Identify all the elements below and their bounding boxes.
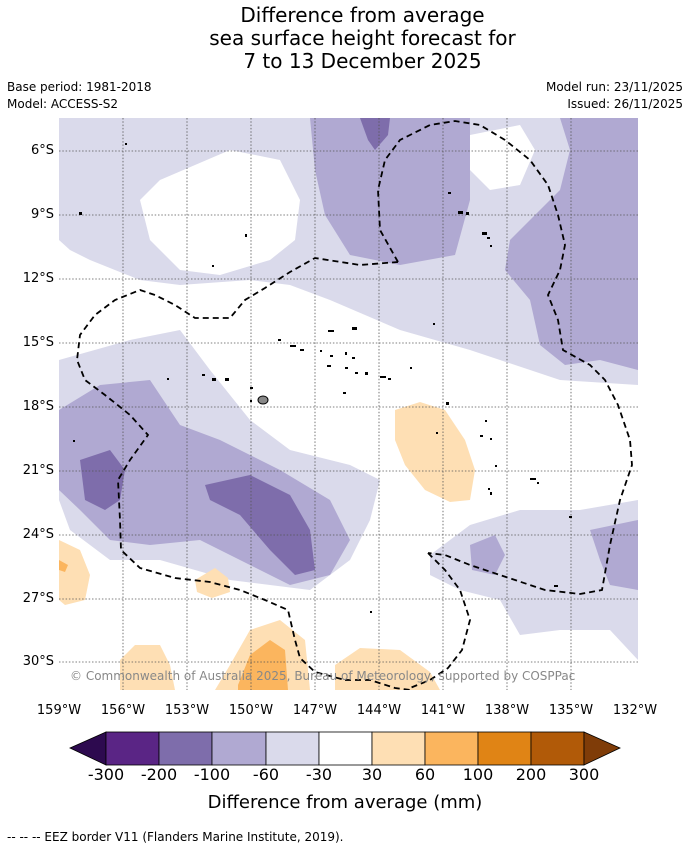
anomaly-medium-purple-east <box>505 118 638 370</box>
anomaly-orange-2 <box>59 560 68 572</box>
colorbar-tick: 300 <box>568 765 600 784</box>
colorbar <box>69 731 621 766</box>
anomaly-light-orange-1 <box>395 402 475 502</box>
y-tick: 15°S <box>22 335 54 350</box>
island-tahiti <box>257 395 269 405</box>
colorbar-bin <box>318 731 373 766</box>
x-tick: 132°W <box>612 703 658 718</box>
map-title: Difference from average sea surface heig… <box>0 4 690 73</box>
colorbar-tick: -200 <box>140 765 178 784</box>
x-tick: 147°W <box>292 703 338 718</box>
colorbar-tick: 200 <box>515 765 547 784</box>
eez-legend: -- -- -- EEZ border V11 (Flanders Marine… <box>7 830 344 844</box>
anomaly-light-orange-4 <box>120 645 175 690</box>
anomaly-medium-purple-southeast <box>470 535 505 575</box>
colorbar-bin <box>158 731 213 766</box>
colorbar-tick: -100 <box>193 765 231 784</box>
copyright-text: © Commonwealth of Australia 2025, Bureau… <box>70 669 576 683</box>
meta-right: Model run: 23/11/2025 Issued: 26/11/2025 <box>546 79 683 113</box>
anomaly-orange-1 <box>238 640 288 690</box>
y-tick: 6°S <box>30 143 54 158</box>
anomaly-medium-purple-east-2 <box>590 520 638 590</box>
eez-border <box>76 120 633 690</box>
y-tick: 21°S <box>22 463 54 478</box>
anomaly-white-north-2 <box>470 125 535 190</box>
colorbar-bin <box>211 731 267 766</box>
colorbar-tick: 100 <box>462 765 494 784</box>
map-fields <box>59 118 638 690</box>
x-tick: 156°W <box>100 703 146 718</box>
anomaly-light-orange-3 <box>195 568 230 598</box>
colorbar-bin <box>265 731 320 766</box>
y-tick: 27°S <box>22 591 54 606</box>
colorbar-bin <box>424 731 479 766</box>
x-tick: 138°W <box>484 703 530 718</box>
model-run: Model run: 23/11/2025 <box>545 80 683 94</box>
meta-left: Base period: 1981-2018 Model: ACCESS-S2 <box>7 79 152 113</box>
x-tick: 150°W <box>228 703 274 718</box>
colorbar-tick: 30 <box>361 765 383 784</box>
title-line-1: Difference from average <box>240 3 485 27</box>
title-line-3: 7 to 13 December 2025 <box>243 49 482 73</box>
issued-date: Issued: 26/11/2025 <box>567 97 683 111</box>
x-tick: 159°W <box>36 703 82 718</box>
anomaly-light-purple-southeast <box>430 500 638 660</box>
y-tick: 30°S <box>22 654 54 669</box>
y-tick: 12°S <box>22 271 54 286</box>
colorbar-bin <box>105 731 160 766</box>
colorbar-tick: 60 <box>414 765 436 784</box>
title-line-2: sea surface height forecast for <box>209 26 516 50</box>
anomaly-dark-purple-2 <box>205 475 315 575</box>
anomaly-light-orange-2 <box>59 540 90 605</box>
colorbar-extend-low <box>69 731 107 766</box>
base-period: Base period: 1981-2018 <box>7 80 152 94</box>
x-tick: 141°W <box>420 703 466 718</box>
colorbar-bin <box>530 731 585 766</box>
colorbar-label: Difference from average (mm) <box>207 792 483 813</box>
colorbar-tick: -300 <box>87 765 125 784</box>
colorbar-extend-high <box>583 731 621 766</box>
colorbar-bin <box>371 731 426 766</box>
y-tick: 18°S <box>22 399 54 414</box>
anomaly-medium-purple-north <box>310 118 470 265</box>
anomaly-light-orange-6 <box>335 648 440 690</box>
colorbar-tick: -60 <box>252 765 280 784</box>
colorbar-tick: -30 <box>305 765 333 784</box>
x-tick: 135°W <box>548 703 594 718</box>
y-tick: 24°S <box>22 527 54 542</box>
x-tick: 153°W <box>164 703 210 718</box>
islands <box>73 143 572 613</box>
y-tick: 9°S <box>30 207 54 222</box>
colorbar-bin <box>477 731 532 766</box>
anomaly-dark-purple-1 <box>80 450 125 510</box>
map-grid <box>59 118 638 690</box>
model-name: Model: ACCESS-S2 <box>7 97 119 111</box>
x-tick: 144°W <box>356 703 402 718</box>
anomaly-white-north <box>140 150 300 275</box>
anomaly-dark-purple-north <box>360 118 390 150</box>
